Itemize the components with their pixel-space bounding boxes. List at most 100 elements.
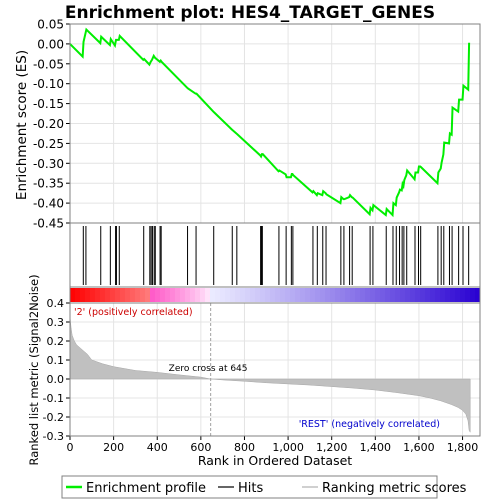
heatmap-cell <box>405 288 411 302</box>
heatmap-cell <box>425 288 431 302</box>
es-y-axis-label: Enrichment score (ES) <box>14 50 30 200</box>
heatmap-cell <box>190 288 196 302</box>
ranking-metric-area <box>69 316 471 434</box>
metric-y-tick-label: -0.1 <box>43 392 64 405</box>
heatmap-cell <box>150 288 156 302</box>
heatmap-cell <box>360 288 366 302</box>
heatmap-cell <box>345 288 351 302</box>
es-y-tick-label: -0.10 <box>33 77 64 91</box>
heatmap-cell <box>100 288 106 302</box>
legend-label: Enrichment profile <box>86 481 206 496</box>
es-y-tick-label: -0.35 <box>33 177 64 191</box>
es-curve <box>69 27 471 218</box>
heatmap-cell <box>465 288 471 302</box>
heatmap-cell <box>75 288 81 302</box>
heatmap-cell <box>245 288 251 302</box>
heatmap-cell <box>240 288 246 302</box>
heatmap-cell <box>375 288 381 302</box>
x-tick-label: 1,600 <box>403 441 435 454</box>
heatmap-cell <box>250 288 256 302</box>
heatmap-cell <box>285 288 291 302</box>
es-y-tick-label: -0.05 <box>33 57 64 71</box>
heatmap-cell <box>450 288 456 302</box>
x-tick-label: 800 <box>234 441 255 454</box>
es-panel: 0.05 0.00 -0.05 -0.10 -0.15 -0.20 -0.25 -0.30 -0… <box>14 18 481 231</box>
metric-y-axis-label: Ranked list metric (Signal2Noise) <box>27 274 41 465</box>
es-y-tick-label: -0.30 <box>33 157 64 171</box>
es-y-tick-label: 0.05 <box>37 18 64 32</box>
legend-label: Ranking metric scores <box>322 481 467 496</box>
heatmap-cell <box>470 288 476 302</box>
heatmap-cell <box>325 288 331 302</box>
heatmap-cell <box>180 288 186 302</box>
heatmap-cell <box>195 288 201 302</box>
heatmap-cell <box>165 288 171 302</box>
x-tick-label: 400 <box>147 441 168 454</box>
heatmap-cell <box>95 288 101 302</box>
heatmap-cell <box>185 288 191 302</box>
heatmap-cell <box>210 288 216 302</box>
heatmap-cell <box>390 288 396 302</box>
heatmap-cell <box>105 288 111 302</box>
metric-y-tick-label: 0.2 <box>47 335 65 348</box>
heatmap-cell <box>205 288 211 302</box>
ranking-metric-panel: Zero cross at 645 '2' (positively correl… <box>27 274 481 468</box>
metric-y-tick-label: 0.1 <box>47 354 65 367</box>
heatmap-cell <box>430 288 436 302</box>
heatmap-cell <box>305 288 311 302</box>
heatmap-cell <box>460 288 466 302</box>
x-axis-label: Rank in Ordered Dataset <box>198 453 352 468</box>
heatmap-cell <box>145 288 151 302</box>
heatmap-cell <box>70 288 76 302</box>
heatmap-cell <box>170 288 176 302</box>
heatmap-cell <box>330 288 336 302</box>
es-y-tick-label: -0.40 <box>33 197 64 211</box>
chart-title: Enrichment plot: HES4_TARGET_GENES <box>65 3 435 23</box>
heatmap-cell <box>420 288 426 302</box>
metric-y-tick-label: -0.3 <box>43 430 64 443</box>
heatmap-cell <box>260 288 266 302</box>
legend-label: Hits <box>238 481 263 496</box>
heatmap-cell <box>155 288 161 302</box>
es-y-tick-label: 0.00 <box>37 37 64 51</box>
metric-y-tick-label: 0.3 <box>47 316 65 329</box>
heatmap-cell <box>110 288 116 302</box>
heatmap-cell <box>300 288 306 302</box>
heatmap-cell <box>315 288 321 302</box>
es-y-tick-label: -0.45 <box>33 217 64 231</box>
metric-y-tick-label: -0.2 <box>43 411 64 424</box>
heatmap-cell <box>115 288 121 302</box>
es-y-tick-label: -0.25 <box>33 137 64 151</box>
heatmap-cell <box>135 288 141 302</box>
heatmap-cell <box>340 288 346 302</box>
heatmap-cell <box>225 288 231 302</box>
x-tick-label: 0 <box>67 441 74 454</box>
heatmap-cell <box>235 288 241 302</box>
x-tick-label: 1,400 <box>360 441 392 454</box>
legend: Enrichment profile Hits Ranking metric sco… <box>61 475 467 499</box>
positive-class-label: '2' (positively correlated) <box>74 307 193 318</box>
heatmap-cell <box>265 288 271 302</box>
heatmap-cell <box>395 288 401 302</box>
heatmap-cell <box>335 288 341 302</box>
heatmap-cell <box>275 288 281 302</box>
x-tick-label: 600 <box>190 441 211 454</box>
hits-panel <box>69 222 481 288</box>
heatmap-cell <box>130 288 136 302</box>
es-y-tick-label: -0.20 <box>33 117 64 131</box>
heatmap-cell <box>350 288 356 302</box>
heatmap-cell <box>400 288 406 302</box>
x-tick-label: 1,000 <box>272 441 304 454</box>
es-y-tick-label: -0.15 <box>33 97 64 111</box>
heatmap-cell <box>365 288 371 302</box>
heatmap-cell <box>200 288 206 302</box>
heatmap-cell <box>435 288 441 302</box>
heatmap-cell <box>120 288 126 302</box>
x-tick-label: 1,200 <box>316 441 348 454</box>
heatmap-cell <box>295 288 301 302</box>
heatmap-cell <box>220 288 226 302</box>
heatmap-cell <box>270 288 276 302</box>
heatmap-cell <box>440 288 446 302</box>
